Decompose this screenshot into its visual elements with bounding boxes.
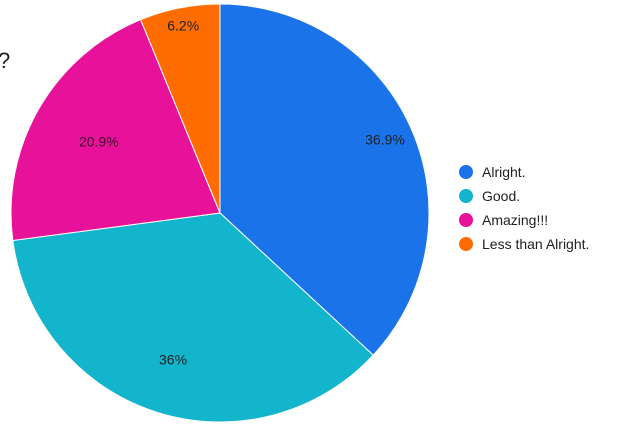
legend-item[interactable]: Alright. [459, 160, 589, 184]
legend-label: Good. [482, 188, 521, 204]
legend-swatch [459, 213, 473, 227]
legend-item[interactable]: Good. [459, 184, 589, 208]
legend-item[interactable]: Amazing!!! [459, 208, 589, 232]
legend-item[interactable]: Less than Alright. [459, 232, 589, 256]
pie-data-label: 36% [159, 351, 187, 367]
legend-label: Amazing!!! [482, 212, 549, 228]
legend-swatch [459, 189, 473, 203]
legend-swatch [459, 237, 473, 251]
legend-label: Alright. [482, 164, 526, 180]
legend-swatch [459, 165, 473, 179]
pie-slice[interactable] [10, 19, 221, 242]
pie-data-label: 36.9% [365, 132, 405, 148]
chart-title: ? [0, 48, 10, 74]
pie-slice[interactable] [139, 3, 221, 214]
pie-data-label: 6.2% [167, 17, 199, 33]
legend-label: Less than Alright. [482, 236, 590, 252]
pie-slice[interactable] [12, 212, 374, 423]
chart-legend: Alright. Good. Amazing!!! Less than Alright… [459, 160, 589, 256]
pie-data-label: 20.9% [79, 134, 119, 150]
pie-slices [10, 3, 430, 423]
pie-data-labels: 36.9% 36% 20.9% 6.2% [79, 17, 405, 367]
pie-slice[interactable] [219, 3, 430, 356]
